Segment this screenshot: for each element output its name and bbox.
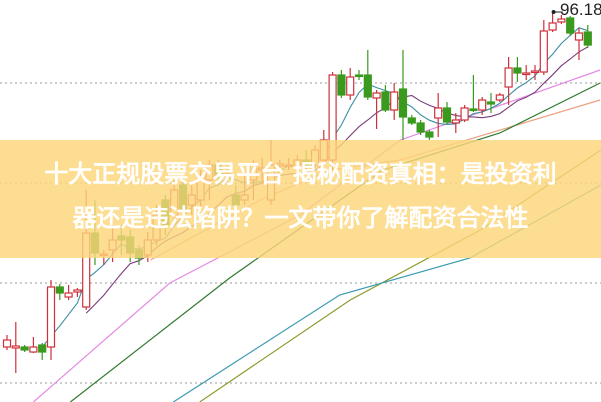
candle-body [522, 72, 531, 76]
high-price-label: 96.18 [560, 0, 601, 19]
candle-body [398, 88, 408, 118]
title-banner [0, 140, 601, 258]
title-line-1: 十大正规股票交易平台 揭秘配资真相：是投资利 [44, 160, 557, 188]
candle-body [2, 339, 12, 348]
candle-body [434, 107, 443, 119]
candle-body [513, 67, 522, 74]
candle-body [442, 107, 452, 123]
candle-body [346, 76, 355, 96]
candle-body [46, 286, 56, 348]
candle-body [451, 119, 460, 124]
candle-body [407, 117, 416, 124]
candle-body [583, 31, 592, 46]
candle-body [460, 107, 469, 121]
candle-body [363, 74, 372, 98]
candle-body [539, 30, 548, 73]
candle-body [530, 70, 540, 74]
candle-body [486, 101, 496, 105]
candle-body [64, 292, 73, 298]
candle-body [557, 18, 566, 23]
candle-body [354, 74, 364, 78]
candle-body [478, 99, 487, 111]
candle-body [495, 94, 504, 101]
article-title: 十大正规股票交易平台 揭秘配资真相：是投资利 器还是违法陷阱？一文带你了解配资合… [0, 152, 601, 240]
candle-body [574, 32, 584, 41]
candle-body [566, 17, 575, 34]
candle-body [55, 286, 64, 294]
candle-body [425, 131, 434, 138]
candle-body [390, 91, 399, 111]
candle-body [381, 91, 390, 111]
candle-body [337, 74, 346, 96]
title-line-2: 器还是违法陷阱？一文带你了解配资合法性 [72, 204, 529, 232]
candle-body [469, 108, 478, 112]
high-marker-dot [551, 10, 556, 14]
candle-body [416, 122, 425, 133]
candle-body [20, 346, 29, 351]
candle-body [504, 67, 513, 88]
candle-body [29, 346, 38, 353]
candle-body [372, 92, 381, 99]
candle-body [11, 345, 20, 349]
candle-body [548, 22, 557, 31]
candle-body [38, 344, 47, 353]
candle-body [73, 289, 82, 293]
